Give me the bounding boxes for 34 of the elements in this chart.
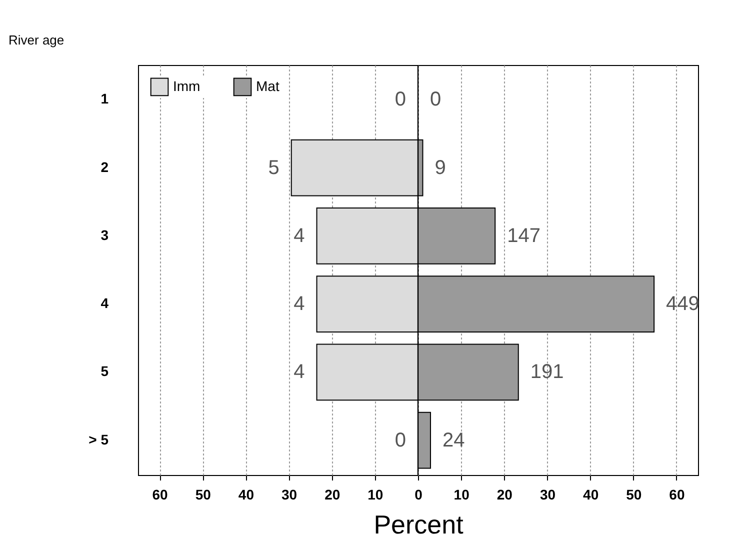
annotation: 5 [268,156,280,179]
y-tick-label: 5 [100,363,109,380]
legend-label: Mat [256,78,280,94]
annotation: 4 [294,361,305,384]
y-tick-label: 3 [100,226,109,243]
x-tick-label: 60 [152,486,168,502]
annotation: 0 [430,88,442,111]
x-tick-label: 30 [281,486,298,502]
annotation: 24 [442,429,465,452]
x-tick-label: 10 [454,486,470,502]
annotation: 147 [507,224,540,247]
x-tick-label: 30 [540,486,556,502]
annotation: 0 [394,429,406,452]
x-tick-label: 50 [626,486,642,502]
x-tick-label: 20 [496,486,513,502]
x-tick-label: 10 [368,486,384,502]
y-tick-label: 4 [100,295,109,312]
x-tick-label: 40 [238,486,254,502]
y-tick-label: 1 [100,90,109,107]
x-tick-label: 0 [414,486,423,502]
annotation: 4 [294,224,305,247]
legend-label: Imm [173,78,200,94]
annotation: 0 [394,88,406,111]
x-tick-label: 50 [195,486,212,502]
x-tick-label: 20 [324,486,340,502]
x-axis-title: Percent [374,510,464,540]
annotation: 191 [530,361,564,384]
x-tick-label: 40 [583,486,599,502]
x-tick-label: 60 [669,486,685,502]
y-axis-title: River age [8,32,64,48]
annotation: 9 [434,156,446,179]
annotation: 4 [294,293,305,316]
y-tick-label: > 5 [88,431,109,448]
y-tick-label: 2 [100,158,109,175]
